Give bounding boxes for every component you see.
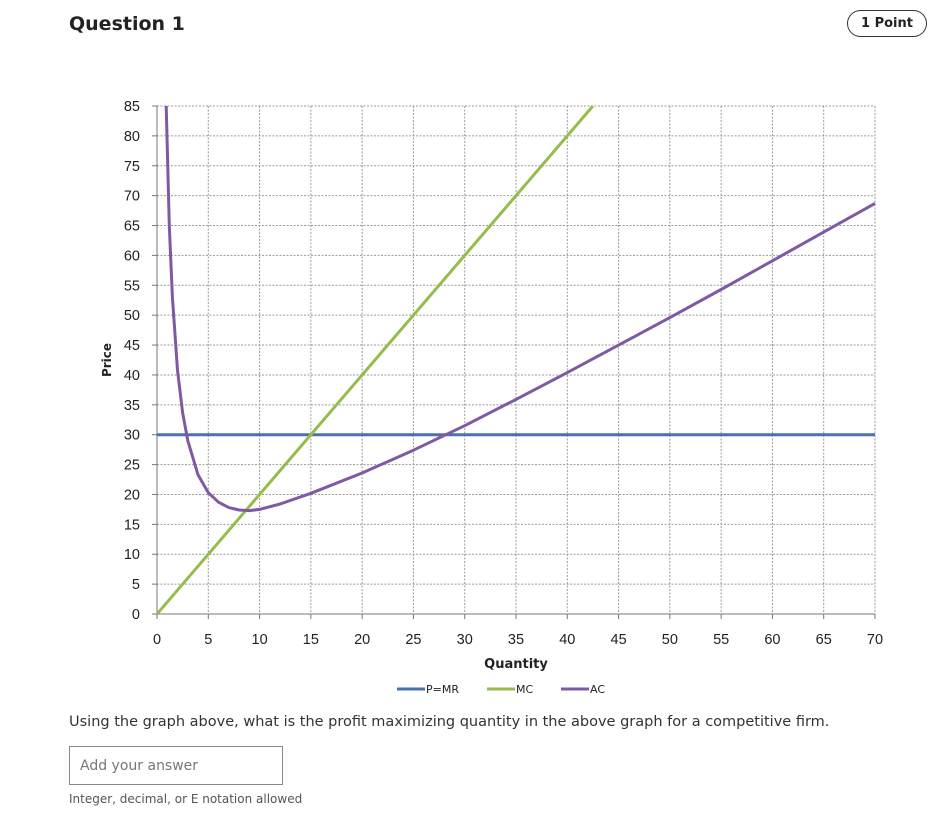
- legend-label: P=MR: [426, 683, 459, 696]
- y-tick-label: 85: [124, 99, 140, 115]
- x-tick-label: 55: [713, 632, 729, 648]
- chart: 0 5 10 15 20 25 30 35 40 45 50 55 60 65 70 75 80 85 0 5 10 15…: [100, 99, 883, 696]
- legend-label: MC: [516, 683, 533, 696]
- y-tick-label: 55: [124, 278, 140, 294]
- x-tick-label: 10: [252, 632, 268, 648]
- y-tick-label: 25: [124, 458, 140, 474]
- y-tick-label: 20: [124, 487, 140, 503]
- x-tick-label: 45: [611, 632, 627, 648]
- y-tick-label: 60: [124, 248, 140, 264]
- x-tick-label: 25: [405, 632, 421, 648]
- y-tick-label: 80: [124, 129, 140, 145]
- y-tick-label: 35: [124, 398, 140, 414]
- y-axis-label: Price: [100, 343, 114, 377]
- question-prompt: Using the graph above, what is the profi…: [69, 714, 830, 730]
- x-tick-label: 30: [457, 632, 473, 648]
- y-tick-label: 5: [132, 577, 140, 593]
- points-badge: 1 Point: [847, 10, 927, 37]
- y-tick-label: 70: [124, 189, 140, 205]
- x-axis-label: Quantity: [484, 657, 548, 672]
- answer-input[interactable]: [69, 746, 283, 785]
- chart-legend: P=MR MC AC: [397, 683, 605, 696]
- chart-ticks: 0 5 10 15 20 25 30 35 40 45 50 55 60 65 70 75 80 85 0 5 10 15…: [124, 99, 883, 648]
- y-tick-label: 65: [124, 219, 140, 235]
- x-tick-label: 65: [816, 632, 832, 648]
- x-tick-label: 20: [354, 632, 370, 648]
- x-tick-label: 5: [204, 632, 212, 648]
- y-tick-label: 50: [124, 308, 140, 324]
- answer-hint: Integer, decimal, or E notation allowed: [69, 792, 303, 806]
- x-tick-label: 40: [559, 632, 575, 648]
- y-tick-label: 40: [124, 368, 140, 384]
- legend-label: AC: [590, 683, 605, 696]
- y-tick-label: 15: [124, 517, 140, 533]
- chart-series: [157, 105, 876, 614]
- x-tick-label: 0: [153, 632, 161, 648]
- y-tick-label: 45: [124, 338, 140, 354]
- y-tick-label: 0: [132, 607, 140, 623]
- x-tick-label: 35: [508, 632, 524, 648]
- question-title: Question 1: [69, 13, 185, 35]
- series-line-mc: [157, 105, 595, 614]
- y-tick-label: 10: [124, 547, 140, 563]
- x-tick-label: 60: [764, 632, 780, 648]
- x-tick-label: 70: [867, 632, 883, 648]
- chart-grid: [157, 105, 876, 614]
- series-line-ac: [164, 105, 876, 513]
- y-tick-label: 75: [124, 159, 140, 175]
- x-tick-label: 50: [662, 632, 678, 648]
- x-tick-label: 15: [303, 632, 319, 648]
- y-tick-label: 30: [124, 428, 140, 444]
